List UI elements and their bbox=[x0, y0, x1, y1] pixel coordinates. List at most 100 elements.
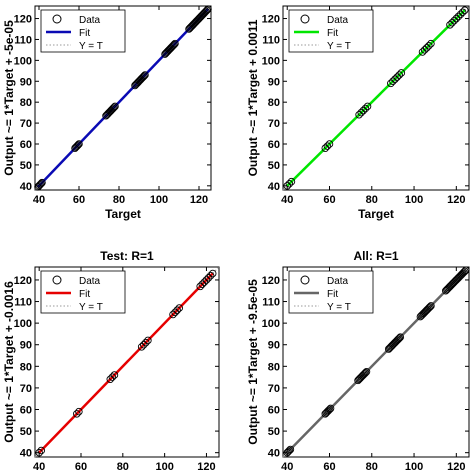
data-point bbox=[427, 302, 435, 310]
data-point bbox=[387, 79, 395, 88]
data-point bbox=[454, 12, 463, 21]
y-tick-label: 120 bbox=[262, 14, 280, 26]
data-point bbox=[446, 21, 454, 29]
data-point bbox=[285, 446, 294, 455]
x-tick-label: 60 bbox=[323, 194, 335, 206]
y-tick-label: 100 bbox=[14, 318, 32, 330]
y-axis-label: Output ~= 1*Target + 0.0011 bbox=[246, 19, 260, 176]
x-tick-label: 100 bbox=[155, 461, 173, 473]
data-point bbox=[106, 375, 115, 384]
x-tick-label: 80 bbox=[366, 461, 378, 473]
y-tick-label: 80 bbox=[268, 97, 280, 109]
data-point bbox=[200, 278, 209, 286]
data-point bbox=[285, 179, 294, 188]
data-point bbox=[37, 446, 46, 455]
chart-title: Test: R=1 bbox=[100, 249, 154, 263]
fit-line bbox=[286, 269, 467, 454]
data-point bbox=[286, 445, 295, 454]
data-point bbox=[38, 178, 46, 187]
legend: Data Fit Y = T bbox=[288, 270, 374, 314]
x-tick-label: 120 bbox=[197, 461, 215, 473]
data-point bbox=[418, 48, 427, 56]
y-tick-label: 90 bbox=[268, 76, 280, 88]
y-tick-label: 100 bbox=[262, 55, 280, 67]
data-point bbox=[283, 182, 291, 190]
data-point bbox=[389, 77, 397, 86]
data-point bbox=[452, 14, 461, 23]
y-tick-label: 120 bbox=[14, 14, 32, 26]
fit-line bbox=[38, 272, 214, 454]
y-tick-label: 60 bbox=[268, 405, 280, 417]
data-point bbox=[456, 10, 465, 19]
data-point bbox=[425, 304, 433, 312]
data-point bbox=[170, 40, 178, 49]
y-tick-label: 40 bbox=[268, 448, 280, 460]
chart-panel-2: 40 60 80 100 120 40 50 60 70 80 90 100 110 120 Data Fit… bbox=[246, 5, 470, 221]
x-tick-label: 40 bbox=[281, 461, 293, 473]
data-point bbox=[73, 410, 81, 418]
y-tick-label: 80 bbox=[20, 361, 32, 373]
fit-line bbox=[37, 8, 209, 188]
y-tick-label: 70 bbox=[268, 383, 280, 395]
data-point bbox=[202, 276, 211, 284]
x-tick-label: 80 bbox=[366, 194, 378, 206]
data-point bbox=[396, 333, 405, 341]
data-point bbox=[362, 367, 371, 376]
data-point bbox=[111, 102, 119, 111]
x-tick-label: 60 bbox=[73, 194, 85, 206]
x-tick-label: 80 bbox=[117, 461, 129, 473]
data-point bbox=[287, 177, 296, 186]
x-axis-label: Target bbox=[105, 207, 141, 221]
y-tick-label: 40 bbox=[268, 181, 280, 193]
y-tick-label: 70 bbox=[20, 383, 32, 395]
y-tick-label: 110 bbox=[262, 297, 280, 309]
y-tick-label: 50 bbox=[20, 160, 32, 172]
y-tick-label: 60 bbox=[20, 139, 32, 151]
y-tick-label: 120 bbox=[14, 275, 32, 287]
data-point bbox=[284, 447, 293, 456]
data-point bbox=[74, 141, 82, 149]
data-point bbox=[420, 46, 429, 54]
legend: Data Fit Y = T bbox=[40, 270, 126, 314]
legend-label-ref: Y = T bbox=[327, 302, 351, 313]
data-point bbox=[458, 8, 467, 17]
y-tick-label: 100 bbox=[262, 318, 280, 330]
legend-label-fit: Fit bbox=[79, 289, 90, 300]
data-point bbox=[139, 340, 148, 349]
y-tick-label: 110 bbox=[262, 34, 280, 46]
data-point bbox=[462, 266, 470, 274]
legend-data-marker bbox=[52, 14, 62, 24]
data-point bbox=[359, 106, 368, 115]
data-point bbox=[394, 335, 402, 344]
legend-label-fit: Fit bbox=[327, 28, 338, 39]
y-tick-label: 90 bbox=[20, 340, 32, 352]
data-point bbox=[425, 41, 433, 50]
y-tick-label: 50 bbox=[268, 160, 280, 172]
x-tick-label: 40 bbox=[33, 461, 45, 473]
legend: Data Fit Y = T bbox=[288, 9, 374, 53]
data-point bbox=[357, 108, 365, 117]
data-point bbox=[35, 448, 43, 457]
data-point bbox=[324, 406, 333, 415]
y-tick-label: 70 bbox=[268, 118, 280, 130]
y-axis-label: Output ~= 1*Target + -9.5e-05 bbox=[246, 279, 260, 445]
legend-label-ref: Y = T bbox=[79, 41, 103, 52]
data-point bbox=[325, 405, 334, 414]
data-point bbox=[137, 343, 146, 351]
data-point bbox=[395, 334, 404, 343]
x-tick-label: 80 bbox=[113, 194, 125, 206]
data-point bbox=[204, 5, 212, 13]
y-tick-label: 50 bbox=[20, 426, 32, 438]
fit-line bbox=[286, 9, 466, 187]
y-axis-label: Output ~= 1*Target + -0.0016 bbox=[2, 281, 16, 443]
x-tick-label: 100 bbox=[405, 194, 423, 206]
y-tick-label: 60 bbox=[268, 139, 280, 151]
data-point bbox=[363, 102, 372, 111]
chart-panel-3: 40 60 80 100 120 40 50 60 70 80 90 100 110 120 Data Fit… bbox=[2, 249, 220, 473]
x-tick-label: 60 bbox=[75, 461, 87, 473]
legend-label-data: Data bbox=[327, 15, 349, 26]
data-point bbox=[108, 373, 117, 381]
data-point bbox=[144, 336, 152, 345]
data-point bbox=[397, 69, 406, 77]
data-point bbox=[426, 303, 434, 311]
